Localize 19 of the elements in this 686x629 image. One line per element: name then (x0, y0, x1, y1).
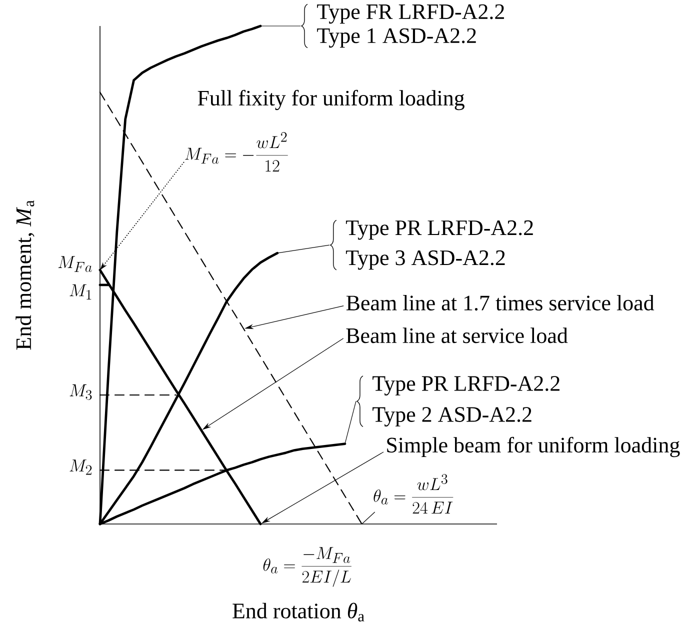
annotation: Type 1 ASD-A2.2 (317, 28, 476, 48)
annotation: Beam line at 1.7 times service load (346, 294, 654, 311)
y-axis-title: End moment, M$_{a}$ (16, 200, 34, 350)
text: Type FR LRFD-A2.2 (317, 4, 504, 24)
annotation: Type PR LRFD-A2.2 (372, 376, 560, 396)
annotation: Full fixity for uniform loading (198, 90, 464, 110)
annotation: Type PR LRFD-A2.2 (346, 220, 533, 240)
text: $M_{Fa}$ (58, 256, 92, 272)
annotation: Beam line at service load (346, 328, 568, 344)
annotation: Type 3 ASD-A2.2 (346, 250, 505, 270)
text: $M_3$ (70, 384, 92, 400)
text: $M_2$ (70, 460, 92, 475)
annotation: Simple beam for uniform loading (387, 436, 680, 458)
annotation: $M_{Fa} = -\frac{wL^2}{12}$ (185, 132, 288, 172)
x-axis-title: End rotation θ$_{a}$ (232, 602, 364, 622)
text: $M_1$ (70, 284, 92, 300)
annotation: Type 2 ASD-A2.2 (372, 407, 532, 426)
text: $\theta_a = \frac{-M_{Fa}}{2EI/L}$ (263, 547, 352, 587)
annotation: $\theta_a = \frac{wL^3}{24\,EI}$ (374, 474, 454, 514)
